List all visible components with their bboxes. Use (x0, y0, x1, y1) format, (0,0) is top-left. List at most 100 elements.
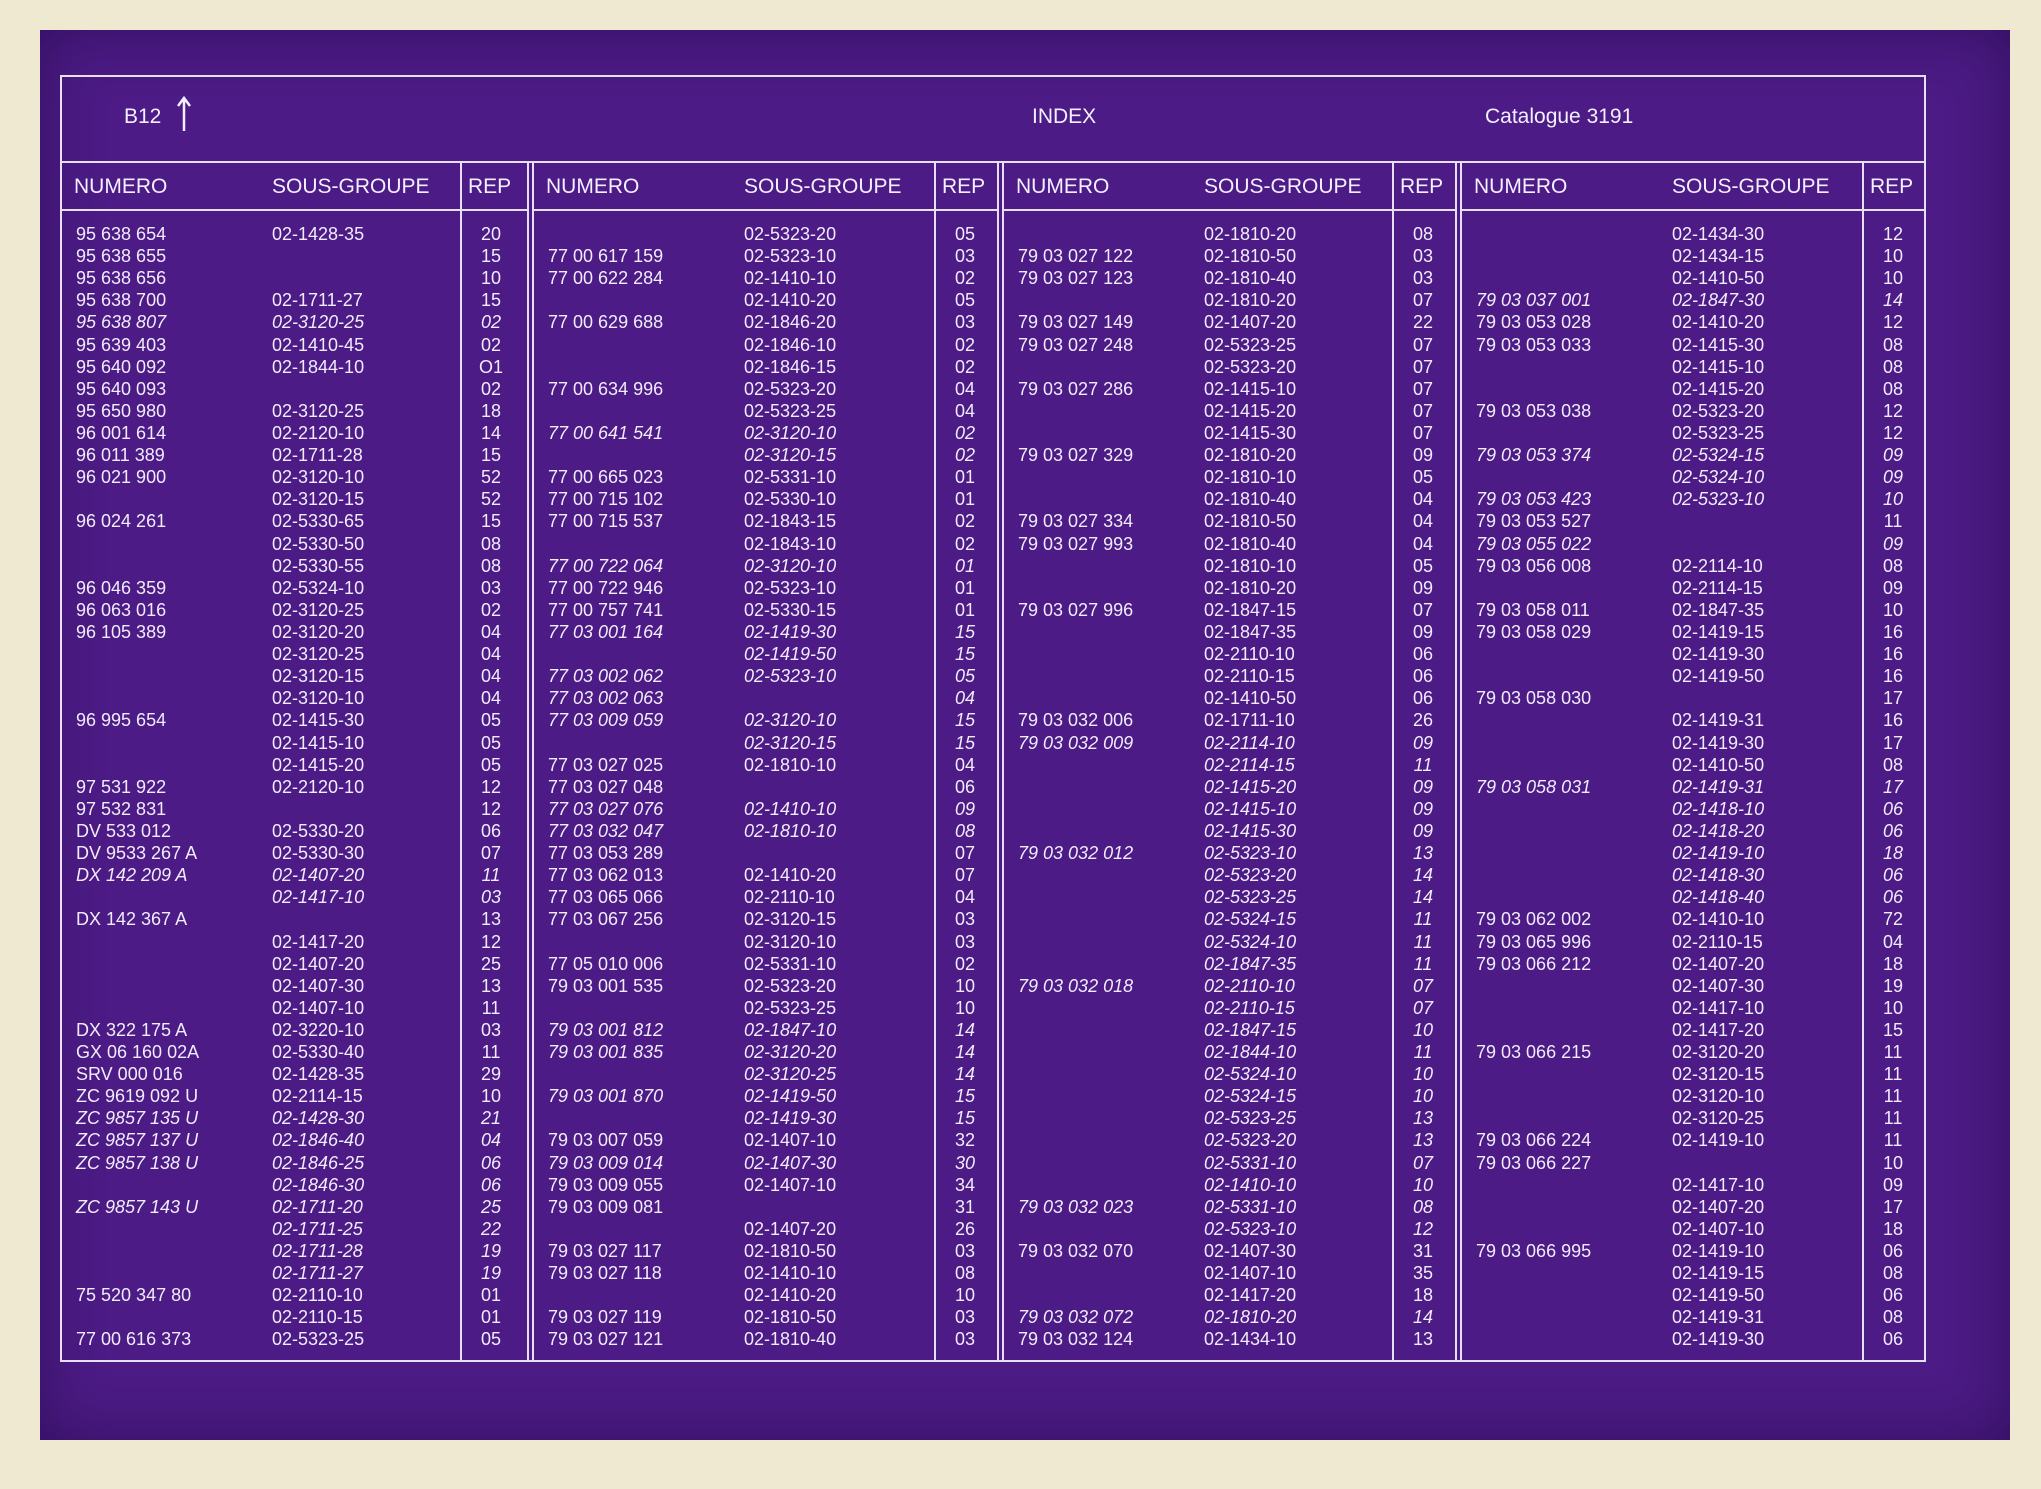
table-row: 77 03 027 076 02-1410-10 09 (534, 798, 999, 820)
rep-value: 08 (1882, 334, 1904, 355)
rep-value: 10 (954, 975, 976, 996)
table-row: 96 001 614 02-2120-10 14 (62, 422, 527, 444)
table-row: 79 03 053 038 02-5323-20 12 (1462, 400, 1926, 422)
rep-value: 16 (1882, 666, 1904, 687)
table-row: 02-3120-10 11 (1462, 1085, 1926, 1107)
sous-groupe: 02-5323-20 (744, 975, 837, 996)
part-number: 95 650 980 (76, 400, 167, 421)
rep-value: 04 (954, 887, 976, 908)
rep-value: 11 (1883, 1042, 1903, 1063)
part-number: 77 03 032 047 (548, 820, 664, 841)
table-row: 02-3120-25 11 (1462, 1107, 1926, 1129)
table-row: 02-1419-50 15 (534, 643, 999, 665)
table-row: 79 03 056 008 02-2114-10 08 (1462, 555, 1926, 577)
sous-groupe: 02-1847-35 (1204, 621, 1297, 642)
rep-value: 08 (1882, 754, 1904, 775)
column-header-row: NUMERO SOUS-GROUPE REP (1004, 163, 1456, 211)
table-row: 95 638 807 02-3120-25 02 (62, 311, 527, 333)
table-row: 02-1407-10 35 (1004, 1262, 1456, 1284)
rep-value: 05 (480, 710, 502, 731)
rep-value: 06 (1882, 820, 1904, 841)
rep-value: 09 (1412, 820, 1434, 841)
part-number: 77 00 622 284 (548, 268, 664, 289)
rep-value: 02 (954, 953, 976, 974)
sous-groupe: 02-1810-20 (1204, 224, 1297, 244)
part-number: 96 105 389 (76, 621, 167, 642)
rep-value: 10 (1882, 246, 1904, 267)
table-row: 02-1415-20 09 (1004, 776, 1456, 798)
sous-groupe: 02-5331-10 (1204, 1196, 1297, 1217)
rep-value: 10 (1412, 1174, 1434, 1195)
rep-value: 12 (480, 776, 502, 797)
table-row: 02-5323-20 07 (1004, 356, 1456, 378)
sous-groupe: 02-1417-10 (1672, 1174, 1765, 1195)
sous-groupe-header: SOUS-GROUPE (1204, 175, 1362, 198)
sous-groupe: 02-1847-30 (1672, 290, 1765, 311)
rep-value: 09 (954, 798, 976, 819)
table-row: 77 00 629 688 02-1846-20 03 (534, 311, 999, 333)
table-row: 79 03 058 030 17 (1462, 687, 1926, 709)
rep-value: 02 (954, 268, 976, 289)
rep-value: 03 (954, 1329, 976, 1350)
sous-groupe: 02-5323-25 (1204, 1108, 1297, 1129)
sous-groupe: 02-2114-15 (1672, 577, 1763, 598)
sous-groupe: 02-5323-20 (1204, 1130, 1297, 1151)
table-row: 02-1417-10 10 (1462, 997, 1926, 1019)
part-number: 77 05 010 006 (548, 953, 664, 974)
table-row: 02-1407-10 18 (1462, 1218, 1926, 1240)
part-number: 95 638 654 (76, 224, 167, 244)
sous-groupe: 02-5323-20 (744, 378, 837, 399)
sous-groupe: 02-2114-10 (1672, 555, 1763, 576)
rep-value: 02 (954, 356, 976, 377)
rep-value: 05 (480, 732, 502, 753)
table-row: 02-1418-20 06 (1462, 820, 1926, 842)
rep-value: 13 (1412, 1329, 1434, 1350)
sous-groupe: 02-1419-10 (1672, 843, 1765, 864)
table-row: 79 03 032 012 02-5323-10 13 (1004, 842, 1456, 864)
sous-groupe: 02-1419-31 (1672, 1307, 1765, 1328)
rep-value: 26 (1412, 710, 1434, 731)
page-header: B12 INDEX Catalogue 3191 (62, 77, 1924, 163)
rep-value: 01 (954, 599, 976, 620)
sous-groupe: 02-1419-30 (1672, 644, 1765, 665)
table-row: ZC 9619 092 U 02-2114-15 10 (62, 1085, 527, 1107)
rep-value: 07 (1412, 356, 1434, 377)
sous-groupe: 02-1417-10 (272, 887, 365, 908)
table-row: 79 03 027 123 02-1810-40 03 (1004, 267, 1456, 289)
rep-value: 02 (480, 599, 502, 620)
rep-value: 22 (1412, 312, 1434, 333)
part-number: SRV 000 016 (76, 1064, 183, 1085)
rep-value: 10 (954, 1285, 976, 1306)
table-row: 79 03 027 248 02-5323-25 07 (1004, 334, 1456, 356)
sous-groupe: 02-1843-10 (744, 533, 837, 554)
rep-value: 04 (480, 644, 502, 665)
rep-value: 10 (1882, 1152, 1904, 1173)
rep-value: 18 (480, 400, 502, 421)
rep-value: 31 (954, 1196, 976, 1217)
table-row: 02-1711-27 19 (62, 1262, 527, 1284)
rep-value: 05 (954, 290, 976, 311)
sous-groupe: 02-2110-10 (1204, 644, 1295, 665)
part-number: 79 03 066 215 (1476, 1042, 1592, 1063)
table-row: 02-1410-50 10 (1462, 267, 1926, 289)
sous-groupe: 02-1407-20 (272, 953, 365, 974)
part-number: 79 03 027 119 (548, 1307, 662, 1328)
table-row: 02-1847-35 11 (1004, 953, 1456, 975)
rep-value: 08 (1882, 1307, 1904, 1328)
sous-groupe: 02-1810-10 (744, 820, 837, 841)
part-number: 79 03 007 059 (548, 1130, 664, 1151)
table-row: 02-1419-15 08 (1462, 1262, 1926, 1284)
table-row: 02-1810-40 04 (1004, 488, 1456, 510)
sous-groupe: 02-1415-10 (1204, 798, 1297, 819)
rep-value: 05 (954, 224, 976, 244)
rep-value: 07 (1412, 1152, 1434, 1173)
rep-value: 03 (954, 931, 976, 952)
sous-groupe: 02-5323-25 (272, 1329, 365, 1350)
part-number: 77 03 002 062 (548, 666, 664, 687)
sous-groupe: 02-1711-28 (272, 1241, 363, 1262)
table-row: 02-1419-50 16 (1462, 665, 1926, 687)
table-row: 02-1417-10 03 (62, 886, 527, 908)
rep-value: 06 (954, 776, 976, 797)
part-number: 79 03 065 996 (1476, 931, 1592, 952)
rep-value: 14 (954, 1042, 976, 1063)
